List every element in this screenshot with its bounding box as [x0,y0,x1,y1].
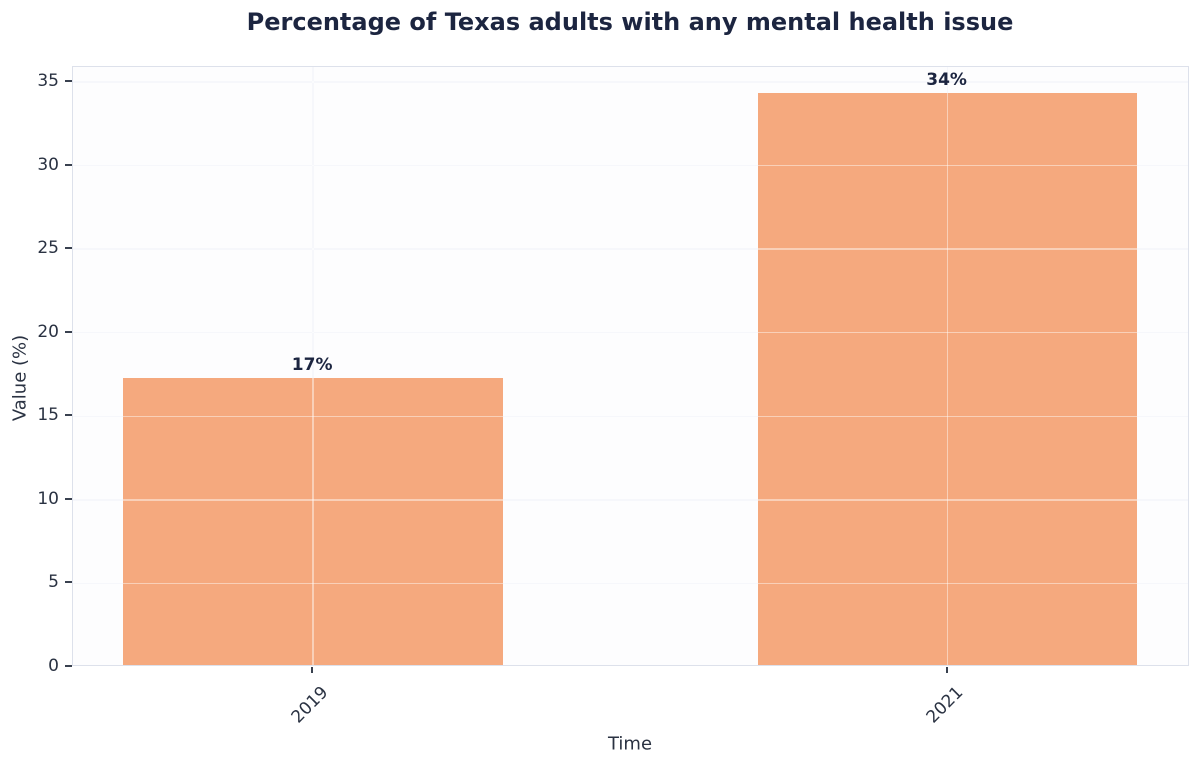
y-tick-mark [65,80,72,83]
h-gridline [73,81,1188,83]
y-tick-mark [65,497,72,500]
y-tick-label: 30 [37,154,59,175]
y-tick-label: 25 [37,238,59,259]
y-tick-mark [65,163,72,166]
h-gridline-overlay [73,164,1188,167]
y-tick-label: 35 [37,71,59,92]
y-tick-mark [65,665,72,667]
x-axis-label: Time [607,733,653,755]
y-tick-mark [65,581,72,584]
h-gridline-overlay [73,415,1188,418]
y-tick-mark [65,414,72,417]
h-gridline [73,499,1188,501]
plot-area [72,66,1189,666]
bar-2019 [123,377,504,665]
h-gridline-overlay [73,499,1188,501]
bars-layer [73,67,1188,665]
v-gridline-overlay [946,67,949,665]
x-tick-label-2021: 2021 [922,682,967,728]
bar-value-label-2019: 17% [291,354,333,375]
y-tick-mark [65,330,72,333]
h-gridline [73,415,1188,418]
y-tick-label: 5 [48,572,59,593]
h-gridline [73,164,1188,167]
v-gridline-overlay [312,67,314,665]
y-tick-label: 0 [48,656,59,676]
x-tick-label-2019: 2019 [287,682,333,728]
h-gridline-overlay [73,582,1188,585]
x-tick-mark [311,667,314,673]
chart-title: Percentage of Texas adults with any ment… [246,8,1014,36]
h-gridline-overlay [73,248,1188,250]
bar-value-label-2021: 34% [926,70,967,91]
h-gridline-overlay [73,81,1188,83]
gridlines-over-layer [73,67,1188,665]
h-gridline-overlay [73,331,1188,334]
h-gridline [73,331,1188,334]
bar-2021 [757,93,1138,665]
h-gridline [73,248,1188,250]
y-tick-label: 20 [37,321,59,342]
h-gridline [73,582,1188,585]
v-gridline [312,67,314,665]
y-tick-label: 15 [37,405,59,426]
y-tick-mark [65,247,72,250]
y-tick-label: 10 [37,488,59,509]
x-tick-mark [945,667,948,673]
